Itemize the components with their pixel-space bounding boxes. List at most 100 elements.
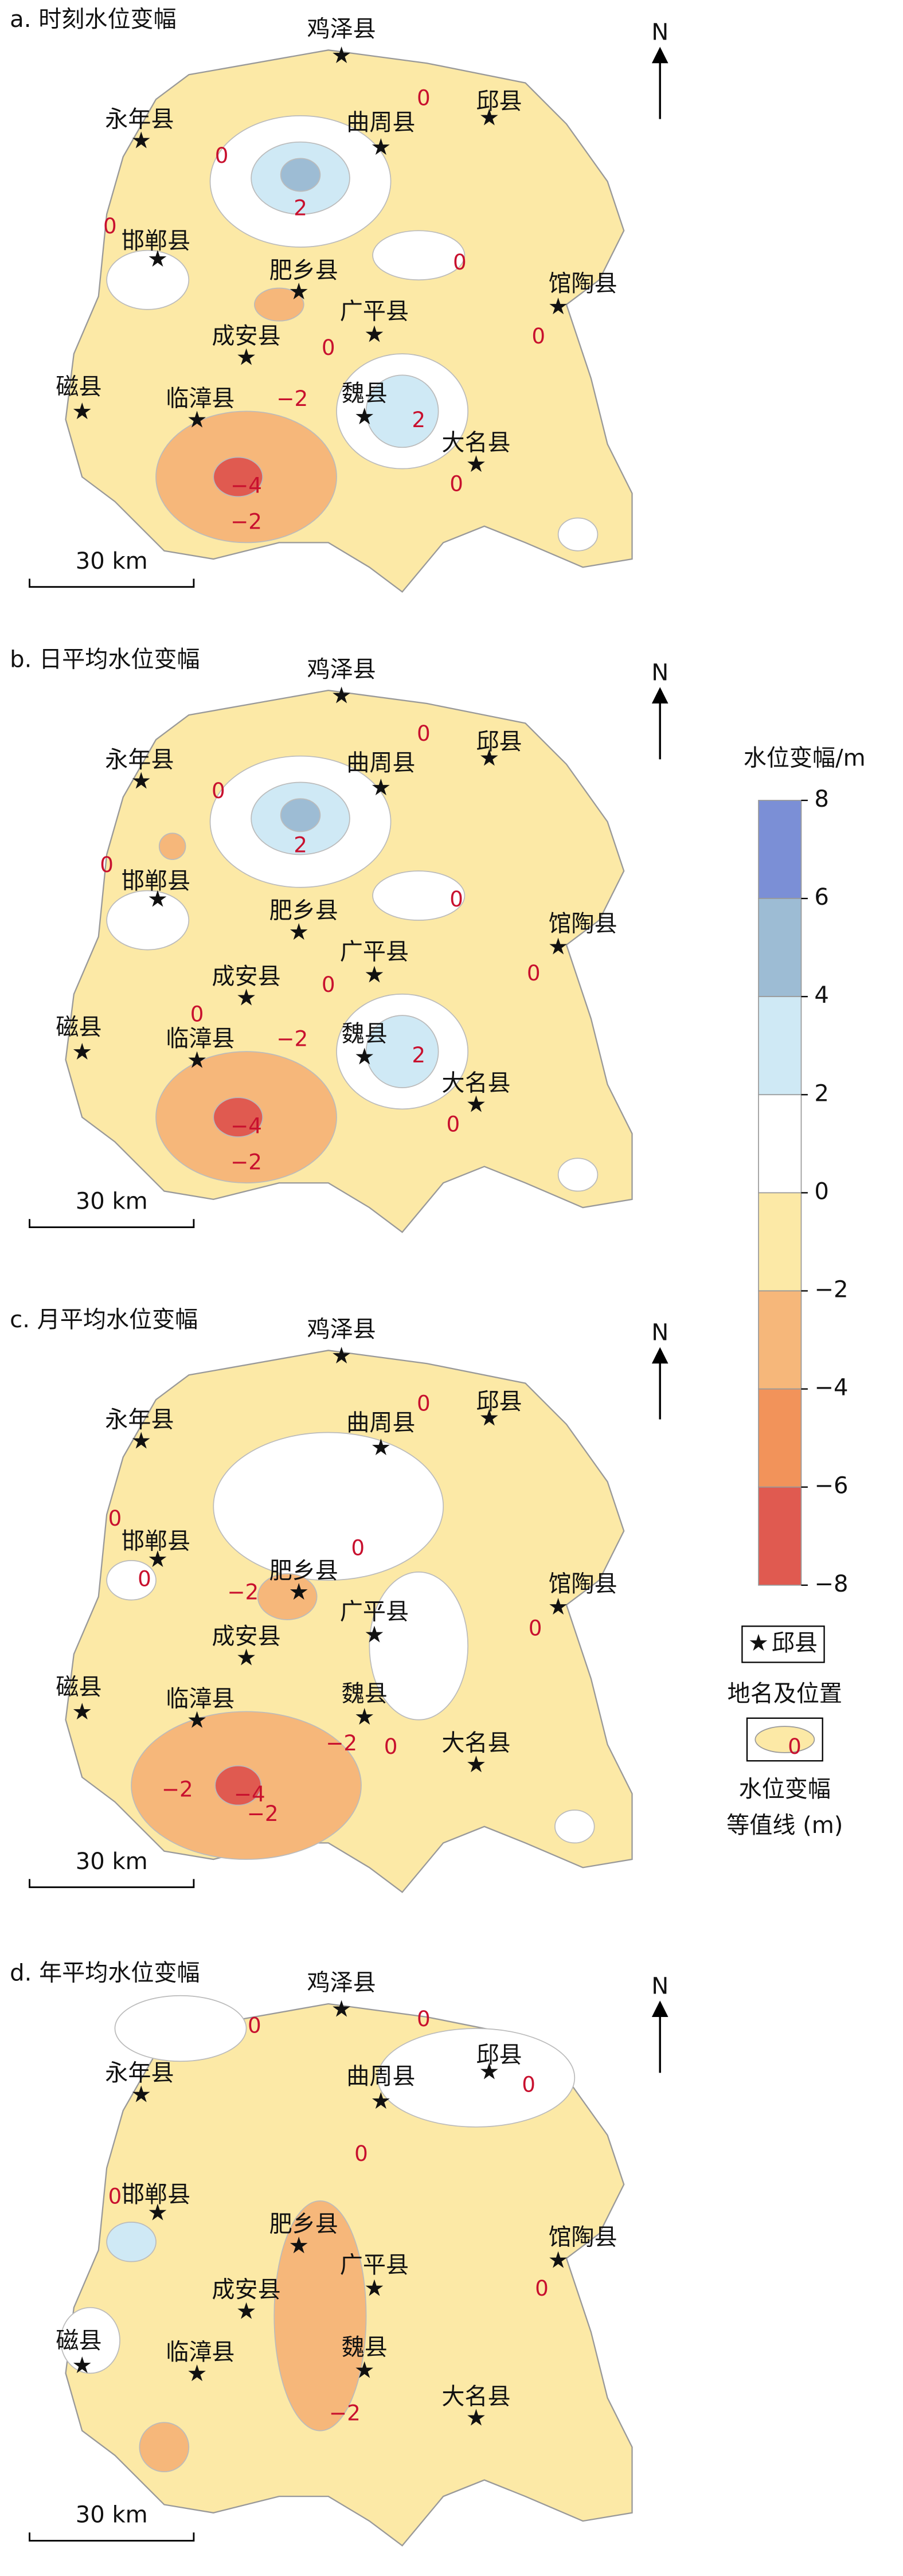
contour-caption: 等值线 (m) — [726, 1812, 843, 1839]
panel-title: b. 日平均水位变幅 — [10, 647, 200, 673]
contour-label: 0 — [322, 972, 335, 997]
city-star: ★ — [354, 404, 375, 430]
contour-zone — [280, 798, 321, 832]
scale-bar-label: 30 km — [76, 1848, 148, 1875]
place-caption: 地名及位置 — [728, 1681, 842, 1707]
city-star: ★ — [288, 279, 309, 305]
city-label: 曲周县 — [346, 110, 415, 136]
city-label: 馆陶县 — [548, 271, 617, 297]
contour-zone — [106, 249, 190, 310]
contour-label: 0 — [417, 2006, 431, 2031]
city-label: 永年县 — [105, 2060, 174, 2086]
city-star: ★ — [548, 934, 569, 960]
contour-label: 0 — [527, 960, 541, 986]
contour-label: 0 — [108, 1506, 122, 1531]
city-star: ★ — [288, 919, 309, 945]
city-star: ★ — [331, 683, 352, 709]
contour-sample-label: 0 — [788, 1734, 802, 1759]
city-star: ★ — [364, 961, 385, 988]
contour-label: 2 — [294, 832, 307, 858]
legend-band — [758, 1290, 802, 1390]
city-label: 磁县 — [56, 374, 101, 400]
city-label: 大名县 — [441, 1070, 510, 1096]
contour-zone — [114, 1995, 247, 2062]
city-label: 馆陶县 — [548, 1571, 617, 1597]
contour-label: 0 — [322, 335, 335, 360]
contour-label: 0 — [354, 2141, 368, 2166]
city-label: 魏县 — [342, 2334, 388, 2360]
city-star: ★ — [147, 1546, 168, 1573]
contour-label: −2 — [329, 2400, 361, 2425]
city-star: ★ — [479, 1405, 499, 1432]
contour-zone — [213, 1097, 264, 1137]
contour-label: 0 — [384, 1734, 398, 1759]
north-label: N — [651, 1973, 669, 1999]
city-star: ★ — [72, 1039, 92, 1065]
city-label: 广平县 — [340, 1599, 409, 1625]
contour-label: 0 — [248, 2013, 261, 2038]
city-star: ★ — [236, 985, 257, 1011]
city-star: ★ — [354, 1704, 375, 1730]
contour-label: −2 — [230, 509, 262, 534]
city-label: 成安县 — [212, 963, 280, 990]
contour-label: 0 — [212, 778, 225, 803]
legend-tick-label: 2 — [814, 1080, 829, 1107]
city-label: 馆陶县 — [548, 2225, 617, 2251]
city-star: ★ — [364, 2275, 385, 2301]
north-arrowhead — [651, 46, 669, 64]
legend-tick-label: −6 — [814, 1473, 848, 1499]
legend-band — [758, 898, 802, 998]
contour-label: 0 — [531, 323, 545, 349]
contour-label: −2 — [276, 1026, 308, 1051]
contour-label: −2 — [227, 1580, 259, 1605]
north-arrowhead — [651, 1347, 669, 1364]
legend-tick-label: 0 — [814, 1178, 829, 1205]
legend-band — [758, 1192, 802, 1292]
city-label: 魏县 — [342, 1681, 388, 1707]
city-label: 磁县 — [56, 2328, 101, 2354]
city-star: ★ — [331, 1343, 352, 1369]
city-star: ★ — [548, 294, 569, 320]
contour-label: −4 — [234, 1781, 265, 1807]
legend-tick-label: −4 — [814, 1375, 848, 1401]
contour-zone — [557, 1158, 599, 1192]
city-label: 临漳县 — [166, 1686, 234, 1712]
city-label: 大名县 — [441, 2383, 510, 2410]
contour-zone — [557, 517, 599, 552]
scale-bar — [29, 1879, 195, 1889]
city-label: 鸡泽县 — [307, 1316, 376, 1343]
panel-title: c. 月平均水位变幅 — [10, 1307, 198, 1333]
city-label: 肥乡县 — [269, 257, 338, 284]
contour-zone — [365, 374, 439, 448]
city-star: ★ — [370, 134, 391, 161]
city-star: ★ — [72, 1699, 92, 1725]
contour-zone — [372, 870, 466, 921]
scale-bar — [29, 1219, 195, 1228]
legend-band — [758, 1486, 802, 1586]
city-label: 肥乡县 — [269, 2211, 338, 2238]
city-label: 邯郸县 — [122, 1528, 190, 1554]
city-star: ★ — [479, 745, 499, 771]
contour-label: 0 — [417, 1390, 431, 1416]
city-star: ★ — [288, 2233, 309, 2259]
contour-label: 0 — [449, 471, 463, 497]
north-label: N — [651, 1320, 669, 1346]
map-panel: a. 时刻水位变幅 鸡泽县★永年县★曲周县★邱县★邯郸县★ 肥乡县★广平县★馆陶县★… — [10, 6, 669, 593]
city-star: ★ — [354, 1044, 375, 1070]
north-label: N — [651, 19, 669, 46]
city-label: 成安县 — [212, 1623, 280, 1649]
map-panel: b. 日平均水位变幅 鸡泽县★永年县★曲周县★邱县★邯郸县★ 肥乡县★广平县★馆陶县… — [10, 647, 669, 1233]
city-label: 广平县 — [340, 299, 409, 325]
contour-label: 0 — [535, 2276, 549, 2301]
contour-zone — [280, 158, 321, 192]
legend-tick-label: 8 — [814, 786, 829, 812]
city-label: 魏县 — [342, 1021, 388, 1047]
contour-zone — [139, 2422, 190, 2473]
contour-label: 0 — [522, 2072, 535, 2097]
city-label: 鸡泽县 — [307, 1970, 376, 1996]
city-star: ★ — [147, 246, 168, 272]
contour-caption: 水位变幅 — [739, 1776, 831, 1803]
city-star: ★ — [131, 128, 151, 154]
city-label: 曲周县 — [346, 1410, 415, 1436]
